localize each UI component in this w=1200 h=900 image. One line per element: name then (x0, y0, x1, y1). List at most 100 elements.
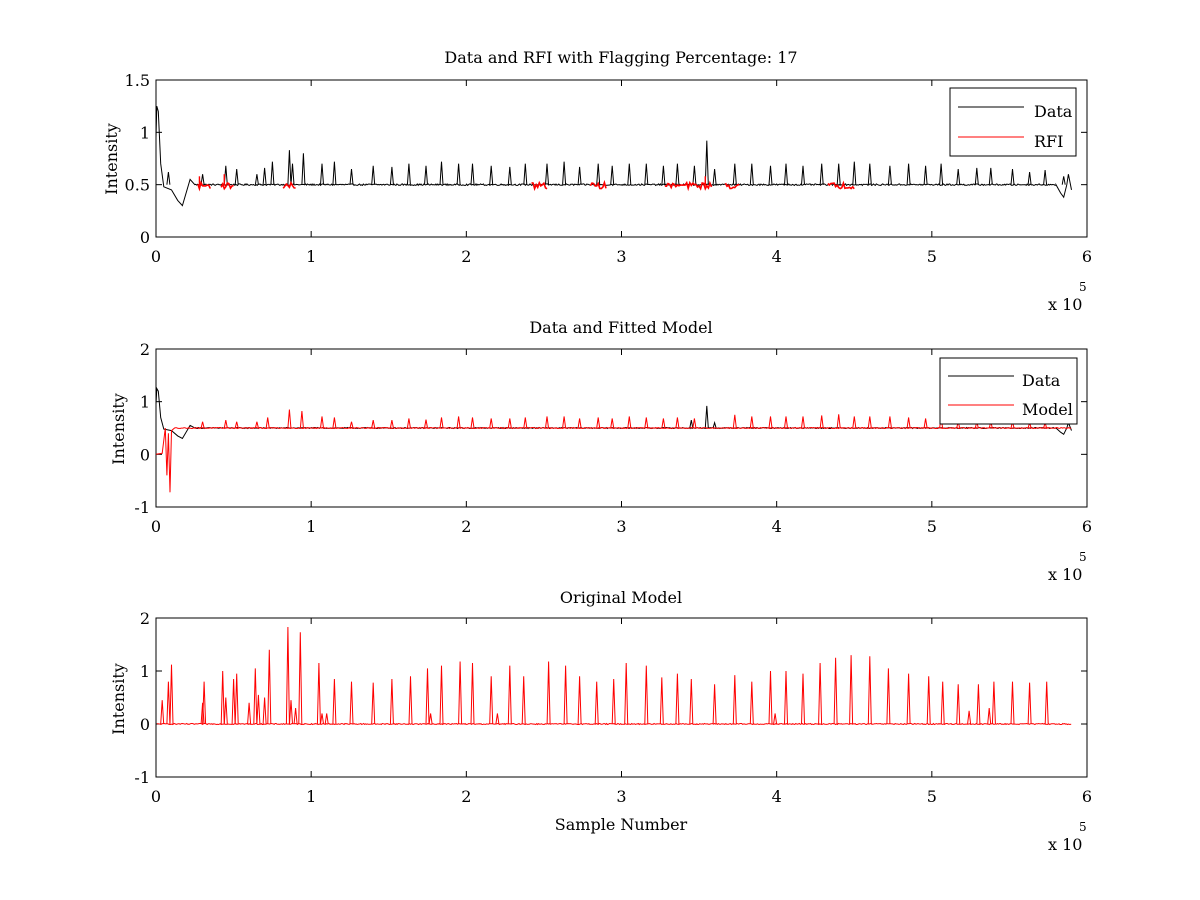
series-original-model-spike (906, 673, 911, 725)
series-original-model-spike (324, 713, 329, 725)
y-tick-label: 0 (140, 228, 150, 247)
series-original-model-spike (253, 668, 258, 725)
x-multiplier-exponent: 5 (1079, 280, 1087, 294)
series-data-spike (1043, 169, 1048, 185)
series-model-spike (819, 415, 824, 429)
legend-label-model: Model (1022, 400, 1073, 419)
series-original-model-spike (332, 678, 337, 725)
series-data-spike (692, 165, 697, 185)
series-model-spike (470, 417, 475, 429)
x-tick-label: 4 (772, 517, 782, 536)
series-data-spike (489, 165, 494, 185)
series-original-model-spike (408, 676, 413, 725)
series-data-spike (732, 163, 737, 185)
series-data-spike (234, 168, 239, 185)
panel-fitted-model: Data and Fitted Model Intensity x 10 5 0… (109, 318, 1092, 584)
series-original-model-spike (349, 681, 354, 725)
series-original-model-spike (712, 684, 717, 725)
series-data-spike (627, 163, 632, 185)
series-model-spike (439, 417, 444, 429)
series-rfi-segment (531, 180, 548, 192)
series-data-spike (939, 163, 944, 185)
y-tick-label: 1 (140, 393, 150, 412)
series-original-model-spike (293, 708, 298, 725)
series-data-spike (290, 163, 295, 185)
series-model-spike (349, 421, 354, 429)
x-multiplier-base: x 10 (1048, 295, 1082, 314)
series-original-model-spike (428, 713, 433, 725)
x-tick-label: 2 (461, 247, 471, 266)
series-original-model-spike (976, 684, 981, 725)
series-data-spike (301, 153, 306, 185)
series-data-spike (704, 140, 709, 185)
x-tick-label: 0 (151, 787, 161, 806)
y-tick-label: 0 (140, 715, 150, 734)
series-rfi-segment (589, 179, 607, 190)
y-axis-label: Intensity (109, 393, 128, 465)
series-original-model-spike (202, 681, 207, 725)
series-model-spike (507, 418, 512, 429)
series-data-spike (712, 420, 717, 429)
series-model-spike (545, 416, 549, 429)
series-original-model-spike (439, 665, 444, 725)
series-original-model-spike (611, 678, 616, 725)
x-tick-label: 1 (306, 517, 316, 536)
series-original-model-spike (867, 656, 872, 725)
series-data-spike (1061, 176, 1066, 185)
panel-original-model: Original Model Intensity Sample Number x… (109, 588, 1092, 854)
y-tick-label: 2 (140, 340, 150, 359)
series-data-spike (523, 163, 528, 185)
legend: Data RFI (949, 87, 1077, 157)
x-tick-label: 5 (927, 247, 937, 266)
series-model-spike (923, 418, 928, 429)
series-model-spike (675, 417, 680, 429)
series-rfi-segment (664, 180, 713, 192)
legend-box (939, 357, 1078, 425)
series-data-spike (424, 165, 428, 185)
series-data-spike (270, 161, 275, 185)
series-data-spike (974, 167, 979, 185)
series-model-spike (406, 418, 411, 429)
series-original-model-spike (160, 700, 165, 725)
series-rfi-segment (724, 182, 740, 190)
series-data-spike (689, 420, 694, 429)
series-original-model-spike (659, 677, 664, 725)
series-data-spike (371, 165, 376, 185)
series-original-model-spike (818, 662, 823, 725)
series-data-spike (836, 163, 841, 185)
series-original-model-spike (563, 665, 568, 725)
series-rfi-segment (197, 180, 212, 192)
series-rfi-segment (220, 181, 234, 191)
series-model-spike (265, 417, 270, 429)
series-data-spike (867, 163, 872, 185)
y-tick-label: 0 (140, 445, 150, 464)
series-data-spike (768, 165, 773, 185)
series-data-spike (887, 165, 892, 185)
series-model-spike (852, 416, 857, 429)
series-data-spike (596, 163, 601, 185)
series-data-spike (819, 163, 824, 185)
x-multiplier-exponent: 5 (1079, 550, 1087, 564)
series-original-model-spike (267, 649, 272, 725)
series-data-spike (320, 163, 324, 185)
series-model-spike (768, 416, 773, 429)
series-original-model-spike (285, 626, 290, 725)
series-model-spike (732, 414, 737, 429)
series-model-spike (577, 418, 582, 429)
series-model-spike (644, 417, 649, 429)
legend-label-data: Data (1022, 371, 1061, 390)
y-tick-label: 2 (140, 609, 150, 628)
series-data-spike (507, 166, 512, 185)
series-model-spike (200, 421, 205, 429)
series-data-spike (906, 163, 911, 185)
x-tick-label: 6 (1082, 787, 1092, 806)
series-original-model-spike (470, 662, 475, 725)
legend-label-rfi: RFI (1034, 132, 1063, 151)
series-original-model-spike (801, 673, 805, 725)
series-data-spike (262, 167, 267, 185)
series-data-spike (349, 168, 354, 185)
x-tick-label: 5 (927, 517, 937, 536)
series-original-model-spike (316, 662, 321, 725)
